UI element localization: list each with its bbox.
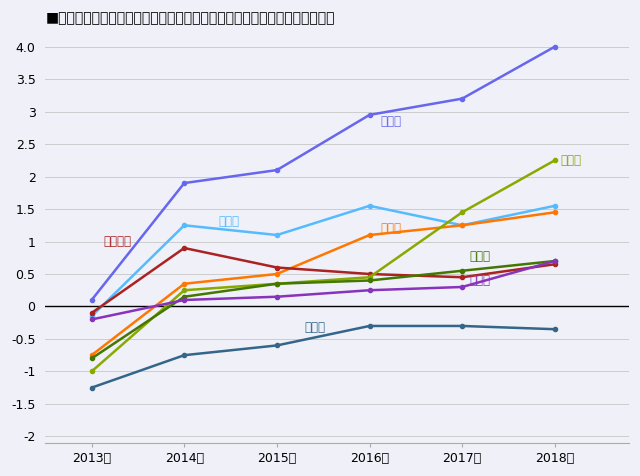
Text: 埼玉県: 埼玉県 [469,274,490,287]
Text: 神奈川県: 神奈川県 [104,235,132,248]
Text: 東京都: 東京都 [381,115,402,129]
Text: 大阪府: 大阪府 [381,222,402,235]
Text: ■主要都府県の標準宅地の路線価の対前年変動率の平均値推移（単位：％）: ■主要都府県の標準宅地の路線価の対前年変動率の平均値推移（単位：％） [45,11,335,25]
Text: 千葉県: 千葉県 [469,250,490,263]
Text: 兵庫県: 兵庫県 [305,321,326,334]
Text: 京都府: 京都府 [561,154,581,167]
Text: 愛知県: 愛知県 [219,215,239,228]
